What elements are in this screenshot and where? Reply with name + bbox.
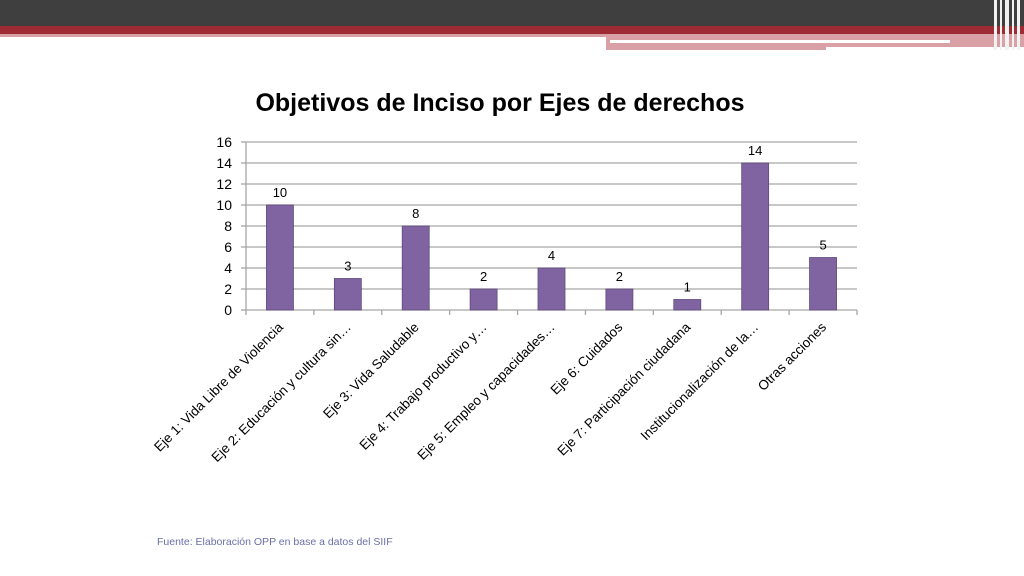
bar [673, 299, 702, 311]
source-note: Fuente: Elaboración OPP en base a datos … [157, 536, 393, 548]
y-tick-label: 2 [224, 281, 232, 297]
data-label: 14 [748, 143, 762, 158]
slide-header-pink-line [0, 34, 606, 37]
slide-header-red-band [0, 26, 1024, 34]
y-tick-label: 10 [216, 197, 232, 213]
data-label: 8 [412, 206, 419, 221]
data-label: 2 [616, 269, 623, 284]
x-tick-label: Eje 2: Educación y cultura sin… [209, 320, 354, 465]
slide-header-bar [0, 0, 1024, 26]
data-label: 3 [344, 259, 351, 274]
y-tick-label: 8 [224, 218, 232, 234]
y-tick-label: 12 [216, 176, 232, 192]
chart-title: Objetivos de Inciso por Ejes de derechos [255, 89, 744, 117]
y-tick-label: 6 [224, 239, 232, 255]
data-label: 1 [684, 280, 691, 295]
data-label: 2 [480, 269, 487, 284]
slide-header-inset-line [610, 40, 950, 43]
x-tick-label: Eje 7: Participación ciudadana [554, 319, 693, 458]
y-tick-label: 0 [224, 302, 232, 318]
bar [537, 267, 566, 311]
y-tick-labels: 0 2 4 6 8 10 12 14 16 [216, 134, 232, 318]
bar [333, 278, 362, 311]
slide-header-stripes [992, 0, 1024, 50]
slide-header-inset-line [826, 47, 1024, 50]
x-tick-label: Institucionalización de la… [638, 320, 762, 444]
y-tick-label: 4 [224, 260, 232, 276]
bar [266, 204, 294, 311]
bar [401, 225, 430, 311]
x-tick-label: Eje 1: Vida Libre de Violencia [151, 319, 286, 454]
bar [605, 288, 634, 311]
y-tick-label: 16 [216, 134, 232, 150]
y-tick-label: 14 [216, 155, 232, 171]
x-tick-label: Otras acciones [755, 319, 829, 393]
data-labels: 10 3 8 2 4 2 1 14 5 [273, 143, 827, 295]
bar [741, 162, 770, 311]
x-tick-label: Eje 5: Empleo y capacidades… [414, 320, 557, 463]
data-label: 10 [273, 185, 287, 200]
bars [266, 162, 837, 311]
bar [469, 288, 498, 311]
data-label: 5 [819, 238, 826, 253]
data-label: 4 [548, 248, 555, 263]
bar [809, 257, 837, 311]
x-tick-label: Eje 4: Trabajo productivo y… [357, 320, 490, 453]
x-tick-label: Eje 6: Cuidados [548, 319, 626, 397]
